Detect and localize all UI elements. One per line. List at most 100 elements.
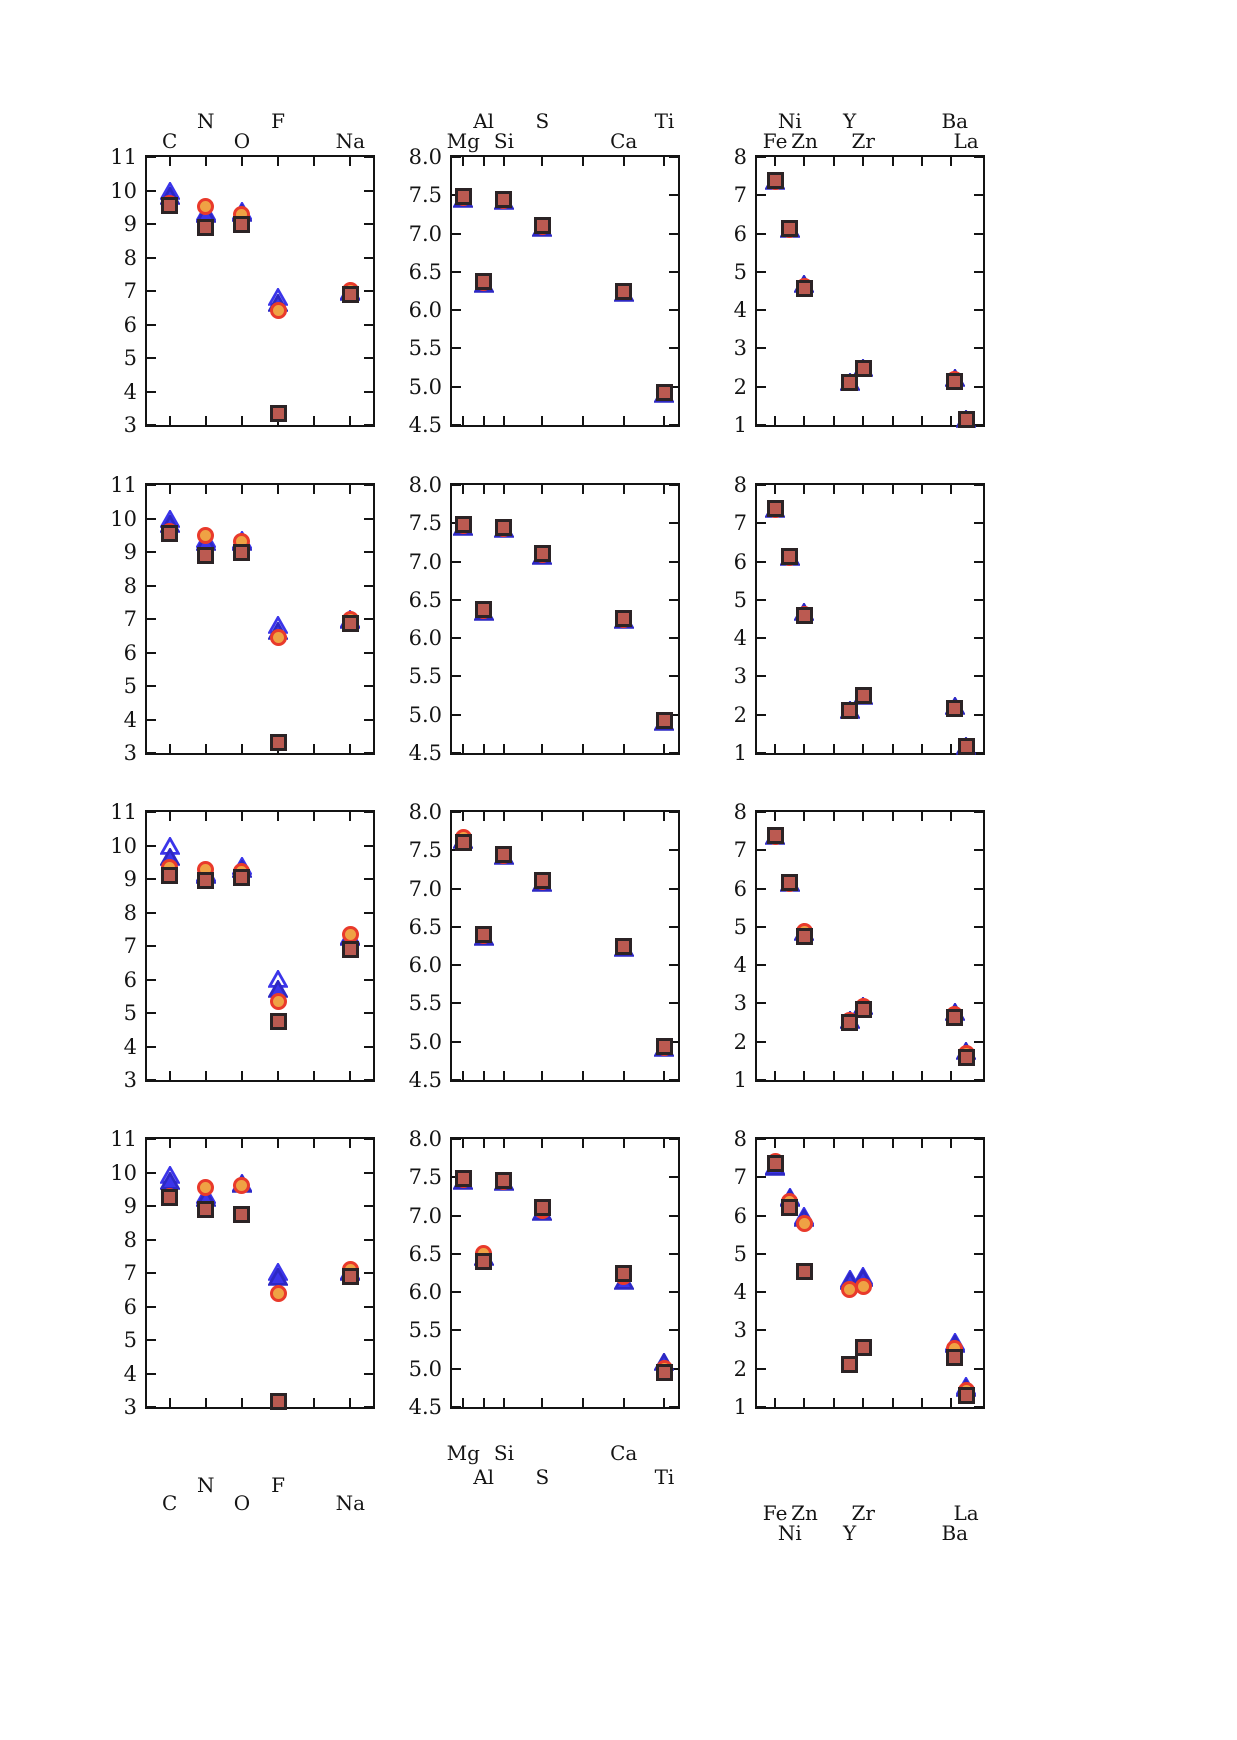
y-tick — [974, 887, 983, 890]
y-tick — [147, 584, 156, 587]
y-tick-label: 5.5 — [408, 1318, 442, 1343]
x-tick — [204, 416, 207, 425]
marker-square — [454, 1170, 472, 1188]
y-tick-label: 1 — [733, 1068, 747, 1092]
y-tick — [974, 675, 983, 678]
y-tick — [147, 945, 156, 947]
y-tick-label: 4.5 — [408, 1068, 442, 1092]
y-tick — [669, 522, 678, 525]
marker-square — [766, 827, 784, 845]
y-tick — [147, 390, 156, 393]
y-tick — [147, 844, 156, 847]
x-tick — [502, 1398, 505, 1407]
y-tick — [757, 347, 766, 350]
x-tick — [482, 485, 485, 494]
y-tick — [757, 811, 766, 813]
y-tick-label: 4.5 — [408, 1395, 442, 1419]
y-tick — [669, 385, 678, 388]
y-tick — [452, 1138, 461, 1140]
y-tick-label: 6 — [733, 221, 747, 246]
y-tick — [364, 323, 373, 326]
subplot-r1c3: 1 2 3 4 5 6 7 8 Fe Ni Zn Y Zr Ba La — [734, 111, 985, 437]
x-tick — [862, 1398, 865, 1407]
y-tick-label: 7.0 — [408, 221, 442, 246]
y-tick-label: 6.0 — [408, 953, 442, 978]
y-tick — [452, 1329, 461, 1332]
x-tick — [240, 812, 243, 821]
x-tick — [582, 812, 585, 821]
marker-square — [957, 1387, 975, 1404]
y-tick-label: 7.5 — [408, 838, 442, 863]
x-tick — [582, 1398, 585, 1407]
subplot-r2c1: 3 4 5 6 7 8 9 10 11 — [110, 473, 375, 765]
element-label-top: Al — [473, 109, 495, 133]
x-tick — [541, 812, 544, 821]
x-tick — [862, 744, 865, 753]
y-tick-label: 8 — [733, 473, 747, 497]
x-tick — [582, 1139, 585, 1148]
y-tick — [452, 925, 461, 928]
x-tick — [622, 157, 625, 166]
x-tick — [541, 485, 544, 494]
subplot-r4c3: 1 2 3 4 5 6 7 8 Fe Ni Zn Y Zr Ba La — [734, 1127, 985, 1543]
x-tick — [862, 485, 865, 494]
y-tick-label: 4.5 — [408, 413, 442, 437]
x-tick — [891, 812, 894, 821]
x-tick — [482, 416, 485, 425]
element-label-bottom: Ba — [941, 1521, 969, 1545]
y-tick — [974, 1176, 983, 1179]
marker-square — [795, 607, 813, 625]
y-tick — [974, 752, 983, 754]
marker-square — [615, 609, 633, 627]
marker-square — [841, 1355, 859, 1373]
marker-square — [854, 1000, 872, 1018]
y-tick — [452, 424, 461, 426]
y-tick — [452, 270, 461, 273]
element-label-top: Zn — [791, 129, 818, 153]
y-tick — [452, 309, 461, 312]
marker-square — [197, 872, 215, 890]
marker-square — [615, 1264, 633, 1282]
x-tick — [204, 1398, 207, 1407]
x-tick — [502, 812, 505, 821]
marker-square — [269, 1012, 287, 1030]
x-tick — [832, 744, 835, 753]
y-tick — [364, 156, 373, 158]
marker-square — [341, 614, 359, 632]
x-tick — [950, 812, 953, 821]
y-tick — [147, 1205, 156, 1207]
y-tick — [364, 618, 373, 620]
y-tick — [452, 1002, 461, 1005]
marker-square — [841, 701, 859, 719]
x-tick — [462, 485, 465, 494]
y-tick — [757, 194, 766, 197]
y-tick — [364, 1171, 373, 1174]
y-tick — [669, 887, 678, 890]
y-tick — [757, 1214, 766, 1217]
y-tick — [452, 232, 461, 235]
y-tick — [147, 978, 156, 981]
element-label-bottom: Al — [473, 1465, 495, 1489]
element-label-top: O — [233, 129, 251, 153]
x-tick — [622, 416, 625, 425]
y-tick — [364, 718, 373, 721]
y-tick-label: 5 — [733, 1241, 747, 1266]
y-tick — [147, 1339, 156, 1341]
x-tick — [277, 812, 280, 821]
element-label-bottom: Ca — [610, 1441, 638, 1465]
element-label-top: N — [197, 109, 215, 133]
y-tick-label: 7.5 — [408, 1165, 442, 1190]
x-tick — [803, 744, 806, 753]
y-tick — [364, 1238, 373, 1241]
marker-square — [533, 872, 551, 890]
marker-square — [233, 868, 251, 886]
x-tick — [541, 416, 544, 425]
y-tick-label: 4 — [733, 1280, 747, 1305]
y-tick — [757, 849, 766, 852]
y-tick — [974, 232, 983, 235]
y-tick — [974, 1252, 983, 1255]
y-tick-label: 7 — [123, 934, 137, 958]
y-tick — [364, 223, 373, 225]
x-tick — [950, 744, 953, 753]
x-tick — [541, 157, 544, 166]
